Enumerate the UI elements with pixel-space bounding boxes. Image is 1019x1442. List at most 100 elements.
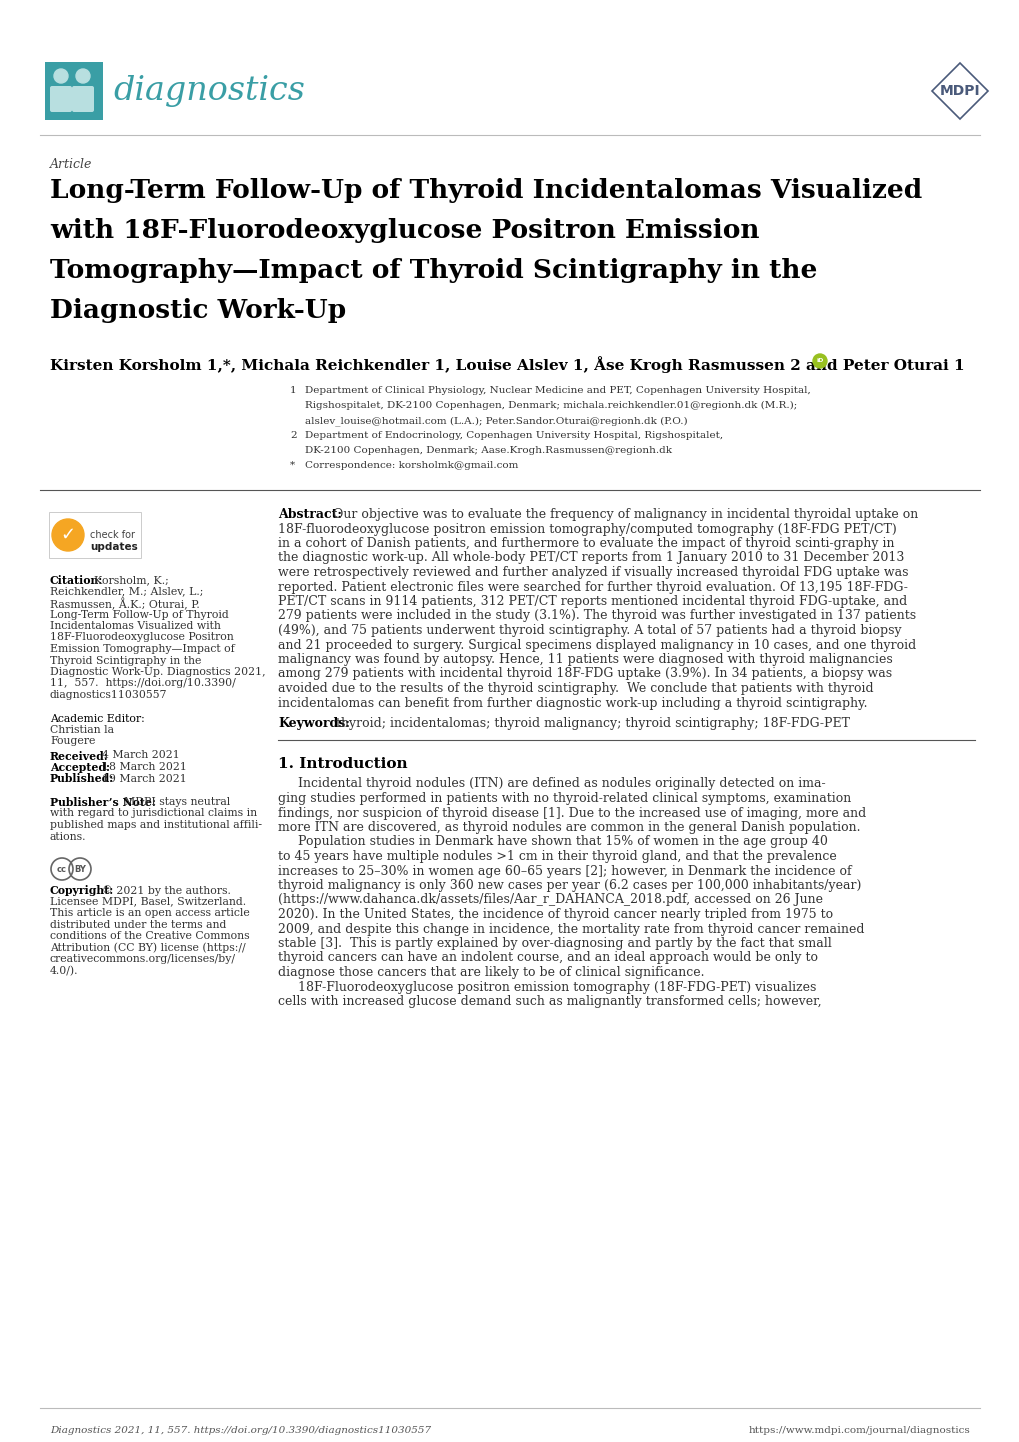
- Text: 18 March 2021: 18 March 2021: [102, 761, 186, 771]
- Text: published maps and institutional affili-: published maps and institutional affili-: [50, 820, 262, 831]
- Text: conditions of the Creative Commons: conditions of the Creative Commons: [50, 932, 250, 942]
- Text: Population studies in Denmark have shown that 15% of women in the age group 40: Population studies in Denmark have shown…: [278, 835, 827, 848]
- Text: Korsholm, K.;: Korsholm, K.;: [94, 575, 168, 585]
- Text: incidentalomas can benefit from further diagnostic work-up including a thyroid s: incidentalomas can benefit from further …: [278, 696, 866, 709]
- Text: 19 March 2021: 19 March 2021: [102, 773, 186, 783]
- Text: Fougere: Fougere: [50, 737, 96, 747]
- Text: diagnostics: diagnostics: [113, 75, 305, 107]
- Text: cells with increased glucose demand such as malignantly transformed cells; howev: cells with increased glucose demand such…: [278, 995, 821, 1008]
- Text: 18F-Fluorodeoxyglucose positron emission tomography (18F-FDG-PET) visualizes: 18F-Fluorodeoxyglucose positron emission…: [278, 981, 815, 994]
- Text: with regard to jurisdictional claims in: with regard to jurisdictional claims in: [50, 809, 257, 819]
- Text: DK-2100 Copenhagen, Denmark; Aase.Krogh.Rasmussen@regionh.dk: DK-2100 Copenhagen, Denmark; Aase.Krogh.…: [305, 446, 672, 456]
- Text: Department of Endocrinology, Copenhagen University Hospital, Rigshospitalet,: Department of Endocrinology, Copenhagen …: [305, 431, 722, 440]
- Text: 4.0/).: 4.0/).: [50, 966, 78, 976]
- Text: updates: updates: [90, 542, 138, 552]
- Text: Incidentalomas Visualized with: Incidentalomas Visualized with: [50, 622, 221, 632]
- Text: Diagnostic Work-Up: Diagnostic Work-Up: [50, 298, 345, 323]
- Text: Received:: Received:: [50, 750, 109, 761]
- Text: Tomography—Impact of Thyroid Scintigraphy in the: Tomography—Impact of Thyroid Scintigraph…: [50, 258, 816, 283]
- Text: ✓: ✓: [60, 526, 75, 544]
- Text: This article is an open access article: This article is an open access article: [50, 908, 250, 919]
- Text: thyroid cancers can have an indolent course, and an ideal approach would be only: thyroid cancers can have an indolent cou…: [278, 952, 817, 965]
- FancyBboxPatch shape: [50, 87, 72, 112]
- Text: Department of Clinical Physiology, Nuclear Medicine and PET, Copenhagen Universi: Department of Clinical Physiology, Nucle…: [305, 386, 810, 395]
- Text: Published:: Published:: [50, 773, 114, 784]
- Text: Reichkendler, M.; Alslev, L.;: Reichkendler, M.; Alslev, L.;: [50, 587, 203, 597]
- Text: (49%), and 75 patients underwent thyroid scintigraphy. A total of 57 patients ha: (49%), and 75 patients underwent thyroid…: [278, 624, 901, 637]
- Circle shape: [52, 519, 84, 551]
- Circle shape: [76, 69, 90, 84]
- Text: creativecommons.org/licenses/by/: creativecommons.org/licenses/by/: [50, 955, 235, 965]
- Text: check for: check for: [90, 531, 135, 539]
- Text: reported. Patient electronic files were searched for further thyroid evaluation.: reported. Patient electronic files were …: [278, 581, 907, 594]
- Text: diagnose those cancers that are likely to be of clinical significance.: diagnose those cancers that are likely t…: [278, 966, 704, 979]
- Text: 18F-Fluorodeoxyglucose Positron: 18F-Fluorodeoxyglucose Positron: [50, 633, 233, 643]
- Text: Abstract:: Abstract:: [278, 508, 341, 521]
- Text: Copyright:: Copyright:: [50, 885, 114, 895]
- Text: avoided due to the results of the thyroid scintigraphy.  We conclude that patien: avoided due to the results of the thyroi…: [278, 682, 872, 695]
- Text: the diagnostic work-up. All whole-body PET/CT reports from 1 January 2010 to 31 : the diagnostic work-up. All whole-body P…: [278, 551, 904, 564]
- Text: in a cohort of Danish patients, and furthermore to evaluate the impact of thyroi: in a cohort of Danish patients, and furt…: [278, 536, 894, 549]
- Text: Long-Term Follow-Up of Thyroid Incidentalomas Visualized: Long-Term Follow-Up of Thyroid Incidenta…: [50, 177, 921, 203]
- Text: malignancy was found by autopsy. Hence, 11 patients were diagnosed with thyroid : malignancy was found by autopsy. Hence, …: [278, 653, 892, 666]
- Text: distributed under the terms and: distributed under the terms and: [50, 920, 226, 930]
- Text: Publisher’s Note:: Publisher’s Note:: [50, 797, 156, 808]
- Text: BY: BY: [74, 865, 86, 874]
- Text: Correspondence: korsholmk@gmail.com: Correspondence: korsholmk@gmail.com: [305, 461, 518, 470]
- Text: Citation:: Citation:: [50, 575, 103, 585]
- Circle shape: [54, 69, 68, 84]
- Text: thyroid; incidentalomas; thyroid malignancy; thyroid scintigraphy; 18F-FDG-PET: thyroid; incidentalomas; thyroid maligna…: [335, 717, 849, 730]
- Text: increases to 25–30% in women age 60–65 years [2]; however, in Denmark the incide: increases to 25–30% in women age 60–65 y…: [278, 865, 851, 878]
- Text: more ITN are discovered, as thyroid nodules are common in the general Danish pop: more ITN are discovered, as thyroid nodu…: [278, 820, 860, 833]
- Text: Diagnostic Work-Up. Diagnostics 2021,: Diagnostic Work-Up. Diagnostics 2021,: [50, 668, 265, 676]
- Text: 18F-fluorodeoxyglucose positron emission tomography/computed tomography (18F-FDG: 18F-fluorodeoxyglucose positron emission…: [278, 522, 896, 535]
- Circle shape: [812, 353, 826, 368]
- Text: thyroid malignancy is only 360 new cases per year (6.2 cases per 100,000 inhabit: thyroid malignancy is only 360 new cases…: [278, 880, 860, 893]
- Text: 279 patients were included in the study (3.1%). The thyroid was further investig: 279 patients were included in the study …: [278, 610, 915, 623]
- Text: Licensee MDPI, Basel, Switzerland.: Licensee MDPI, Basel, Switzerland.: [50, 897, 246, 907]
- Text: 4 March 2021: 4 March 2021: [102, 750, 179, 760]
- Text: were retrospectively reviewed and further analyzed if visually increased thyroid: were retrospectively reviewed and furthe…: [278, 567, 908, 580]
- Text: Article: Article: [50, 159, 93, 172]
- Text: Long-Term Follow-Up of Thyroid: Long-Term Follow-Up of Thyroid: [50, 610, 228, 620]
- Text: stable [3].  This is partly explained by over-diagnosing and partly by the fact : stable [3]. This is partly explained by …: [278, 937, 830, 950]
- Text: MDPI: MDPI: [938, 84, 979, 98]
- Text: PET/CT scans in 9114 patients, 312 PET/CT reports mentioned incidental thyroid F: PET/CT scans in 9114 patients, 312 PET/C…: [278, 596, 906, 609]
- Text: diagnostics11030557: diagnostics11030557: [50, 691, 167, 699]
- Text: Emission Tomography—Impact of: Emission Tomography—Impact of: [50, 645, 234, 655]
- Text: Our objective was to evaluate the frequency of malignancy in incidental thyroida: Our objective was to evaluate the freque…: [332, 508, 917, 521]
- Text: findings, nor suspicion of thyroid disease [1]. Due to the increased use of imag: findings, nor suspicion of thyroid disea…: [278, 806, 865, 819]
- Text: Incidental thyroid nodules (ITN) are defined as nodules originally detected on i: Incidental thyroid nodules (ITN) are def…: [278, 777, 824, 790]
- Text: with 18F-Fluorodeoxyglucose Positron Emission: with 18F-Fluorodeoxyglucose Positron Emi…: [50, 218, 759, 244]
- Text: Rigshospitalet, DK-2100 Copenhagen, Denmark; michala.reichkendler.01@regionh.dk : Rigshospitalet, DK-2100 Copenhagen, Denm…: [305, 401, 797, 410]
- Text: Accepted:: Accepted:: [50, 761, 110, 773]
- Text: (https://www.dahanca.dk/assets/files/Aar_r_DAHANCA_2018.pdf, accessed on 26 June: (https://www.dahanca.dk/assets/files/Aar…: [278, 894, 822, 907]
- Text: Attribution (CC BY) license (https://: Attribution (CC BY) license (https://: [50, 943, 246, 953]
- Text: ations.: ations.: [50, 832, 87, 842]
- Text: among 279 patients with incidental thyroid 18F-FDG uptake (3.9%). In 34 patients: among 279 patients with incidental thyro…: [278, 668, 892, 681]
- FancyBboxPatch shape: [72, 87, 94, 112]
- Text: alslev_louise@hotmail.com (L.A.); Peter.Sandor.Oturai@regionh.dk (P.O.): alslev_louise@hotmail.com (L.A.); Peter.…: [305, 415, 687, 425]
- Text: Kirsten Korsholm 1,*, Michala Reichkendler 1, Louise Alslev 1, Åse Krogh Rasmuss: Kirsten Korsholm 1,*, Michala Reichkendl…: [50, 356, 964, 373]
- Text: 2020). In the United States, the incidence of thyroid cancer nearly tripled from: 2020). In the United States, the inciden…: [278, 908, 833, 921]
- Text: cc: cc: [57, 865, 67, 874]
- Text: to 45 years have multiple nodules >1 cm in their thyroid gland, and that the pre: to 45 years have multiple nodules >1 cm …: [278, 849, 836, 862]
- Text: 2: 2: [289, 431, 297, 440]
- Text: MDPI stays neutral: MDPI stays neutral: [124, 797, 230, 808]
- Text: Rasmussen, Å.K.; Oturai, P.: Rasmussen, Å.K.; Oturai, P.: [50, 598, 200, 610]
- Text: 1: 1: [289, 386, 297, 395]
- Text: Academic Editor:: Academic Editor:: [50, 714, 145, 724]
- Text: iD: iD: [815, 359, 823, 363]
- Text: Keywords:: Keywords:: [278, 717, 350, 730]
- Text: https://www.mdpi.com/journal/diagnostics: https://www.mdpi.com/journal/diagnostics: [748, 1426, 969, 1435]
- FancyBboxPatch shape: [49, 512, 141, 558]
- FancyBboxPatch shape: [45, 62, 103, 120]
- Text: and 21 proceeded to surgery. Surgical specimens displayed malignancy in 10 cases: and 21 proceeded to surgery. Surgical sp…: [278, 639, 915, 652]
- Text: 11,  557.  https://doi.org/10.3390/: 11, 557. https://doi.org/10.3390/: [50, 679, 235, 688]
- Text: 2009, and despite this change in incidence, the mortality rate from thyroid canc: 2009, and despite this change in inciden…: [278, 923, 864, 936]
- Text: Christian la: Christian la: [50, 725, 114, 735]
- Text: Thyroid Scintigraphy in the: Thyroid Scintigraphy in the: [50, 656, 201, 666]
- Text: ging studies performed in patients with no thyroid-related clinical symptoms, ex: ging studies performed in patients with …: [278, 792, 851, 805]
- Text: © 2021 by the authors.: © 2021 by the authors.: [102, 885, 230, 895]
- Text: Diagnostics 2021, 11, 557. https://doi.org/10.3390/diagnostics11030557: Diagnostics 2021, 11, 557. https://doi.o…: [50, 1426, 431, 1435]
